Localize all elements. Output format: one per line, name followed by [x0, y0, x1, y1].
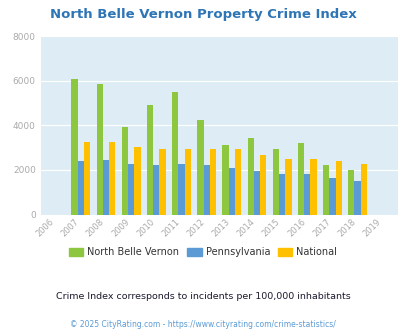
Bar	[303, 175, 310, 215]
Bar	[335, 161, 341, 214]
Bar	[222, 146, 228, 214]
Bar	[253, 171, 260, 214]
Bar	[354, 181, 360, 214]
Bar	[128, 164, 134, 214]
Bar	[184, 149, 190, 214]
Bar	[260, 155, 266, 214]
Bar	[285, 159, 291, 214]
Bar	[122, 126, 128, 214]
Bar	[109, 142, 115, 214]
Bar	[71, 79, 77, 214]
Bar	[360, 164, 366, 214]
Bar	[84, 142, 90, 214]
Text: Crime Index corresponds to incidents per 100,000 inhabitants: Crime Index corresponds to incidents per…	[55, 292, 350, 301]
Legend: North Belle Vernon, Pennsylvania, National: North Belle Vernon, Pennsylvania, Nation…	[65, 243, 340, 261]
Bar	[209, 149, 215, 214]
Bar	[197, 120, 203, 214]
Bar	[228, 168, 234, 215]
Bar	[172, 92, 178, 214]
Bar	[247, 138, 253, 214]
Bar	[234, 149, 241, 214]
Bar	[134, 147, 140, 214]
Bar	[272, 149, 278, 214]
Bar	[77, 161, 84, 214]
Bar	[310, 159, 316, 214]
Bar	[203, 166, 209, 214]
Bar	[102, 160, 109, 214]
Bar	[153, 166, 159, 214]
Bar	[297, 143, 303, 214]
Bar	[347, 170, 354, 215]
Bar	[278, 175, 285, 215]
Text: © 2025 CityRating.com - https://www.cityrating.com/crime-statistics/: © 2025 CityRating.com - https://www.city…	[70, 320, 335, 329]
Bar	[178, 164, 184, 214]
Text: North Belle Vernon Property Crime Index: North Belle Vernon Property Crime Index	[49, 8, 356, 21]
Bar	[96, 84, 102, 214]
Bar	[328, 178, 335, 214]
Bar	[159, 149, 165, 214]
Bar	[147, 105, 153, 214]
Bar	[322, 166, 328, 214]
